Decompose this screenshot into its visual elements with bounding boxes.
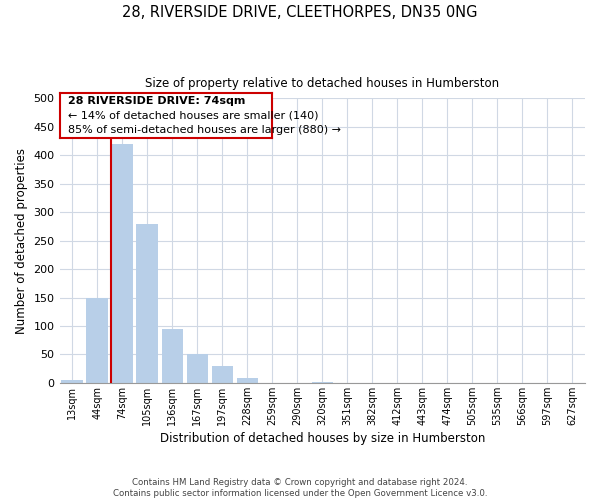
Bar	[187, 354, 208, 383]
Bar	[61, 380, 83, 383]
X-axis label: Distribution of detached houses by size in Humberston: Distribution of detached houses by size …	[160, 432, 485, 445]
Bar	[212, 366, 233, 383]
Bar	[86, 298, 108, 383]
Y-axis label: Number of detached properties: Number of detached properties	[15, 148, 28, 334]
Bar	[112, 144, 133, 383]
Bar	[136, 224, 158, 383]
Text: 28, RIVERSIDE DRIVE, CLEETHORPES, DN35 0NG: 28, RIVERSIDE DRIVE, CLEETHORPES, DN35 0…	[122, 5, 478, 20]
Bar	[311, 382, 333, 383]
Text: Contains HM Land Registry data © Crown copyright and database right 2024.
Contai: Contains HM Land Registry data © Crown c…	[113, 478, 487, 498]
Bar	[236, 378, 258, 383]
Bar	[161, 329, 183, 383]
Title: Size of property relative to detached houses in Humberston: Size of property relative to detached ho…	[145, 77, 499, 90]
